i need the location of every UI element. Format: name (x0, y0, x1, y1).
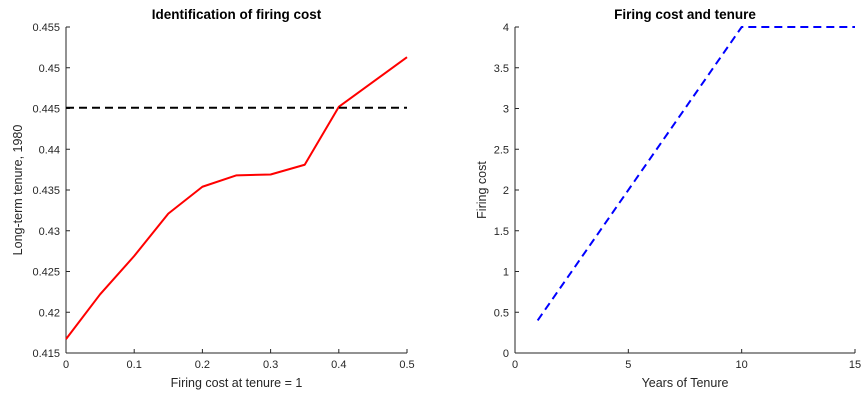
y-tick-label: 0.44 (39, 144, 60, 156)
x-tick-label: 0 (63, 359, 69, 371)
firing-cost-dashed-line (536, 26, 855, 321)
left-chart-panel: 0 0.1 0.2 0.3 0.4 0.5 0.415 0.42 0.425 0.43 0.435 0… (11, 7, 415, 390)
x-tick-label: 15 (849, 359, 861, 371)
y-tick-label: 0 (503, 348, 509, 360)
chart-title: Identification of firing cost (152, 7, 322, 22)
y-tick-label: 3 (503, 104, 509, 116)
x-axis-label: Firing cost at tenure = 1 (171, 376, 303, 390)
y-axis-label: Firing cost (475, 161, 489, 219)
right-chart-panel: 0 5 10 15 0 0.5 1 1.5 2 2.5 3 3.5 4 Firing cost and t… (475, 7, 861, 390)
y-tick-label: 2 (503, 185, 509, 197)
x-tick-label: 10 (736, 359, 748, 371)
y-tick-label: 0.45 (39, 63, 60, 75)
y-tick-label: 0.5 (494, 307, 509, 319)
x-tick-label: 0.5 (399, 359, 414, 371)
x-tick-label: 0.3 (263, 359, 278, 371)
y-tick-label: 0.435 (32, 185, 60, 197)
x-tick-label: 0.4 (331, 359, 346, 371)
y-tick-label: 0.415 (32, 348, 60, 360)
x-axis-label: Years of Tenure (642, 376, 729, 390)
y-tick-label: 1 (503, 267, 509, 279)
x-tick-label: 5 (625, 359, 631, 371)
x-tick-label: 0.2 (195, 359, 210, 371)
y-tick-label: 0.445 (32, 104, 60, 116)
x-tick-label: 0.1 (127, 359, 142, 371)
y-tick-label: 1.5 (494, 226, 509, 238)
x-tick-label: 0 (512, 359, 518, 371)
y-tick-label: 0.42 (39, 307, 60, 319)
y-tick-label: 4 (503, 22, 509, 34)
chart-title: Firing cost and tenure (614, 7, 756, 22)
y-axis-label: Long-term tenure, 1980 (11, 125, 25, 256)
y-tick-label: 0.425 (32, 267, 60, 279)
y-tick-label: 2.5 (494, 144, 509, 156)
y-tick-label: 3.5 (494, 63, 509, 75)
y-tick-label: 0.455 (32, 22, 60, 34)
tenure-curve-line (65, 56, 408, 340)
y-tick-label: 0.43 (39, 226, 60, 238)
